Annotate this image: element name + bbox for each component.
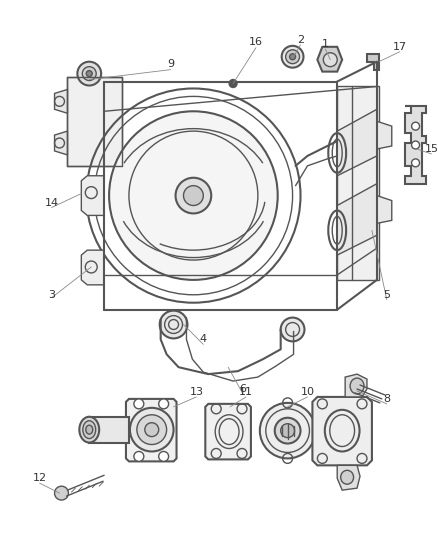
Polygon shape [345,374,367,397]
Circle shape [137,415,166,445]
Text: 11: 11 [239,387,253,397]
Text: 6: 6 [240,384,247,394]
Polygon shape [81,176,104,215]
Circle shape [184,185,203,206]
Circle shape [145,423,159,437]
Circle shape [412,141,420,149]
Polygon shape [312,397,372,465]
Circle shape [275,418,300,443]
Circle shape [109,111,278,280]
Polygon shape [55,90,67,114]
Circle shape [134,399,144,409]
Text: 5: 5 [383,290,390,300]
Ellipse shape [341,470,353,484]
Circle shape [412,159,420,167]
Circle shape [286,50,300,63]
Circle shape [78,62,101,85]
Bar [337,86,379,280]
Circle shape [346,383,358,395]
Circle shape [282,46,304,68]
Text: 13: 13 [189,387,203,397]
Circle shape [323,53,337,67]
Polygon shape [126,399,177,462]
Polygon shape [337,109,377,176]
Polygon shape [318,47,342,71]
Circle shape [82,67,96,80]
Text: 4: 4 [200,334,207,344]
Text: 2: 2 [297,35,304,45]
Text: 12: 12 [32,473,47,483]
Text: 17: 17 [392,42,407,52]
Text: 15: 15 [424,144,438,154]
Circle shape [159,399,169,409]
Circle shape [176,177,211,213]
Text: 3: 3 [48,290,55,300]
Circle shape [160,311,187,338]
Polygon shape [377,121,392,149]
Text: 8: 8 [383,394,390,404]
Text: 10: 10 [300,387,314,397]
Polygon shape [55,131,67,155]
Polygon shape [337,184,377,255]
Text: 1: 1 [322,39,329,49]
Polygon shape [337,465,360,490]
Circle shape [130,408,173,451]
Polygon shape [405,106,427,184]
Polygon shape [367,54,379,70]
Ellipse shape [79,417,99,442]
Circle shape [281,424,295,438]
Bar [67,77,122,166]
Circle shape [86,70,92,77]
Circle shape [229,79,237,87]
Ellipse shape [350,378,364,394]
Polygon shape [377,196,392,223]
Circle shape [412,122,420,130]
Text: 14: 14 [45,198,59,207]
Polygon shape [81,250,104,285]
Circle shape [55,486,68,500]
Circle shape [281,318,304,341]
Ellipse shape [83,421,96,439]
Ellipse shape [86,425,93,434]
Circle shape [159,451,169,462]
Text: 16: 16 [249,37,263,47]
Polygon shape [89,417,129,442]
Circle shape [260,403,315,458]
Text: 9: 9 [167,59,174,69]
Circle shape [134,451,144,462]
Polygon shape [205,404,251,459]
Circle shape [290,54,296,60]
